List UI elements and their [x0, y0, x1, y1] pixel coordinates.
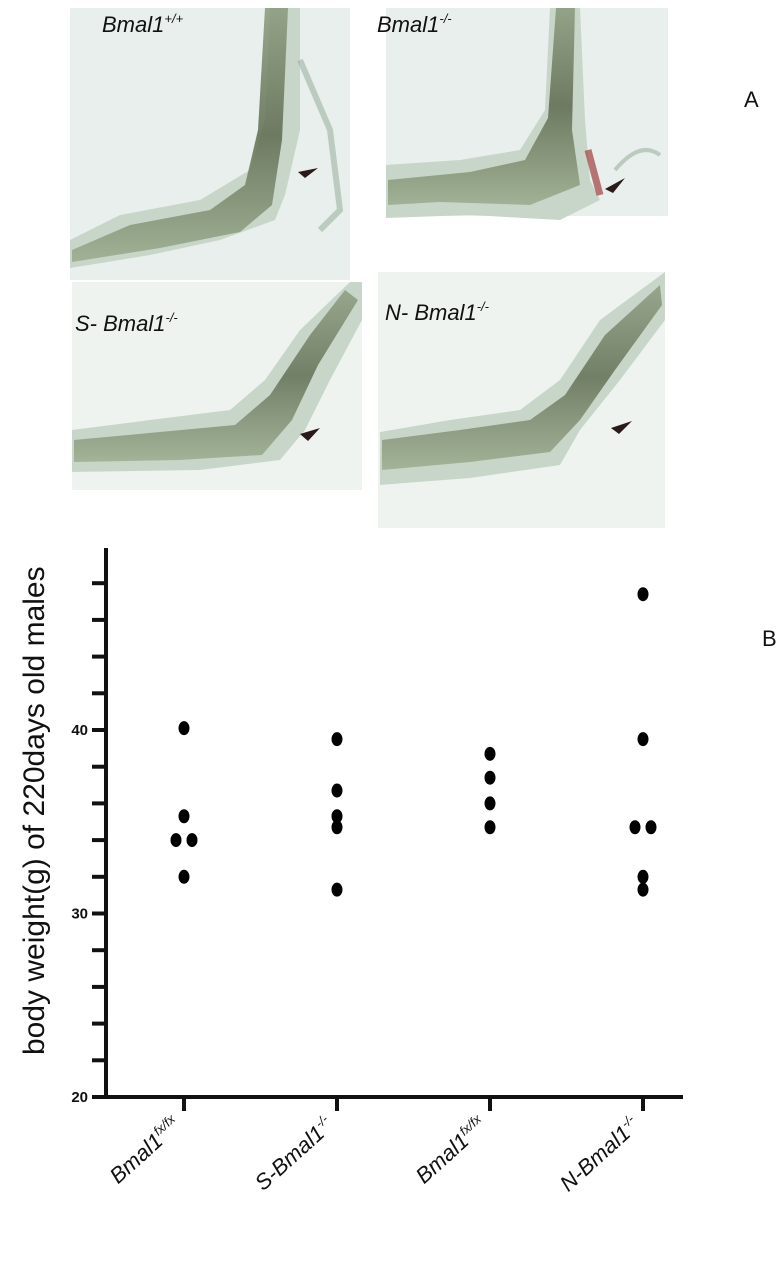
arrowhead-icon: [611, 421, 632, 434]
y-tick-label: 20: [71, 1089, 88, 1106]
photo-label-2: Bmal1-/-: [377, 11, 452, 37]
data-point: [637, 882, 649, 897]
arrowhead-icon: [300, 428, 320, 441]
data-point: [484, 746, 496, 761]
data-point: [178, 721, 190, 736]
data-point: [637, 732, 649, 747]
arrowhead-icon: [298, 168, 318, 178]
y-tick-label: 30: [71, 906, 88, 923]
data-point: [645, 820, 657, 835]
x-category-label: N-Bmal1-/-: [554, 1111, 645, 1196]
panel-label-b: B: [762, 626, 777, 651]
photo-label-1: Bmal1+/+: [102, 11, 184, 37]
data-point: [331, 882, 343, 897]
photo-s-bmal1-knockout: [72, 282, 362, 490]
photo-label-4: N- Bmal1-/-: [385, 299, 490, 325]
data-point: [331, 732, 343, 747]
data-point: [331, 809, 343, 824]
data-point: [331, 783, 343, 798]
data-point: [178, 869, 190, 884]
data-point: [484, 796, 496, 811]
x-category-label: S-Bmal1-/-: [249, 1111, 339, 1195]
x-category-labels: Bmal1fx/fx S-Bmal1-/- Bmal1fx/fx N-Bmal1-/-: [104, 1111, 645, 1196]
x-category-label: Bmal1fx/fx: [410, 1111, 492, 1188]
data-point: [186, 833, 198, 848]
photo-label-3: S- Bmal1-/-: [75, 310, 178, 336]
data-point: [637, 587, 649, 602]
photo-n-bmal1-knockout: [378, 272, 665, 528]
data-point: [331, 820, 343, 835]
x-category-label: Bmal1fx/fx: [104, 1111, 186, 1188]
panel-label-a: A: [744, 87, 759, 112]
photo-bmal1-wildtype: [70, 8, 350, 280]
data-point: [629, 820, 641, 835]
data-point: [637, 869, 649, 884]
weight-scatter-chart: 20 30 40: [71, 548, 683, 1111]
y-tick-label: 40: [71, 722, 88, 739]
photo-bmal1-knockout: [386, 8, 668, 220]
data-point: [178, 809, 190, 824]
y-axis-label: body weight(g) of 220days old males: [18, 566, 51, 1055]
data-point: [484, 770, 496, 785]
data-point: [170, 833, 182, 848]
arrowhead-icon: [605, 178, 625, 193]
data-point: [484, 820, 496, 835]
